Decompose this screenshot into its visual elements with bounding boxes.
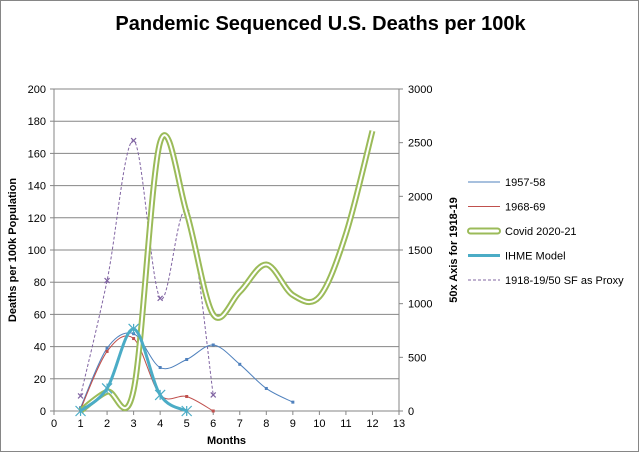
legend-swatch-covid-2020-21 bbox=[467, 227, 501, 235]
legend-label-1968-69: 1968-69 bbox=[505, 202, 545, 214]
data-point-1968-69 bbox=[211, 409, 215, 413]
x-tick-label: 0 bbox=[51, 418, 57, 430]
y2-tick-label: 500 bbox=[408, 352, 426, 364]
data-point-1968-69 bbox=[185, 395, 189, 399]
y-tick-label: 20 bbox=[34, 374, 46, 386]
legend-label-1957-58: 1957-58 bbox=[505, 177, 545, 189]
y2-tick-label: 1500 bbox=[408, 245, 432, 257]
data-point-1918-19-50-sf-as-proxy bbox=[130, 137, 137, 144]
y-tick-label: 40 bbox=[34, 342, 46, 354]
data-point-ihme-model bbox=[154, 389, 166, 401]
y2-tick-label: 3000 bbox=[408, 84, 432, 96]
x-tick-label: 11 bbox=[340, 418, 351, 430]
data-point-ihme-model bbox=[128, 323, 140, 335]
data-point-1918-19-50-sf-as-proxy bbox=[77, 393, 84, 399]
legend-label-1918-19-50-sf-as-proxy: 1918-19/50 SF as Proxy bbox=[505, 275, 624, 287]
x-tick-label: 6 bbox=[210, 418, 216, 430]
x-tick-label: 8 bbox=[263, 418, 269, 430]
x-tick-label: 9 bbox=[290, 418, 296, 430]
data-point-1968-69 bbox=[132, 337, 136, 341]
y-axis-label: Deaths per 100k Population bbox=[7, 178, 19, 323]
series-line-covid-2020-21 bbox=[78, 130, 376, 414]
x-tick-label: 12 bbox=[366, 418, 378, 430]
data-point-ihme-model bbox=[181, 405, 193, 417]
y2-tick-label: 1000 bbox=[408, 299, 432, 311]
chart-title: Pandemic Sequenced U.S. Deaths per 100k bbox=[115, 13, 526, 35]
series-line-1968-69 bbox=[80, 335, 214, 412]
y-tick-label: 80 bbox=[34, 277, 46, 289]
data-point-1918-19-50-sf-as-proxy bbox=[157, 295, 164, 302]
x-tick-label: 4 bbox=[157, 418, 163, 430]
series-line-inner-covid-2020-21 bbox=[79, 130, 374, 412]
x-tick-label: 2 bbox=[104, 418, 110, 430]
legend-label-ihme-model: IHME Model bbox=[505, 251, 566, 263]
data-point-ihme-model bbox=[75, 405, 86, 417]
x-axis-label: Months bbox=[207, 435, 246, 447]
y2-tick-label: 0 bbox=[408, 406, 414, 418]
y-tick-label: 60 bbox=[34, 309, 46, 321]
data-point-1957-58 bbox=[238, 362, 242, 366]
x-tick-label: 7 bbox=[237, 418, 243, 430]
data-point-1957-58 bbox=[185, 357, 189, 361]
y2-tick-label: 2000 bbox=[408, 191, 432, 203]
y2-axis-label: 50x Axis for 1918-19 bbox=[448, 197, 460, 302]
x-tick-label: 13 bbox=[393, 418, 405, 430]
data-point-1957-58 bbox=[105, 346, 109, 350]
y-tick-label: 100 bbox=[28, 245, 46, 257]
data-point-1957-58 bbox=[264, 386, 268, 390]
data-point-ihme-model bbox=[101, 383, 113, 394]
data-point-1918-19-50-sf-as-proxy bbox=[104, 277, 111, 284]
data-point-1957-58 bbox=[158, 366, 162, 370]
y2-tick-label: 2500 bbox=[408, 138, 432, 150]
data-point-1918-19-50-sf-as-proxy bbox=[210, 391, 217, 398]
legend-label-covid-2020-21: Covid 2020-21 bbox=[505, 226, 577, 238]
y-tick-label: 140 bbox=[28, 181, 46, 193]
y-tick-label: 0 bbox=[40, 406, 46, 418]
y-tick-label: 200 bbox=[28, 84, 46, 96]
x-tick-label: 1 bbox=[77, 418, 83, 430]
x-tick-label: 10 bbox=[313, 418, 325, 430]
data-point-1957-58 bbox=[211, 343, 215, 347]
y-tick-label: 180 bbox=[28, 116, 46, 128]
y-tick-label: 160 bbox=[28, 148, 46, 160]
data-point-1957-58 bbox=[291, 400, 295, 404]
y-tick-label: 120 bbox=[28, 213, 46, 225]
data-point-1968-69 bbox=[105, 349, 109, 353]
x-tick-label: 5 bbox=[184, 418, 190, 430]
x-tick-label: 3 bbox=[131, 418, 137, 430]
